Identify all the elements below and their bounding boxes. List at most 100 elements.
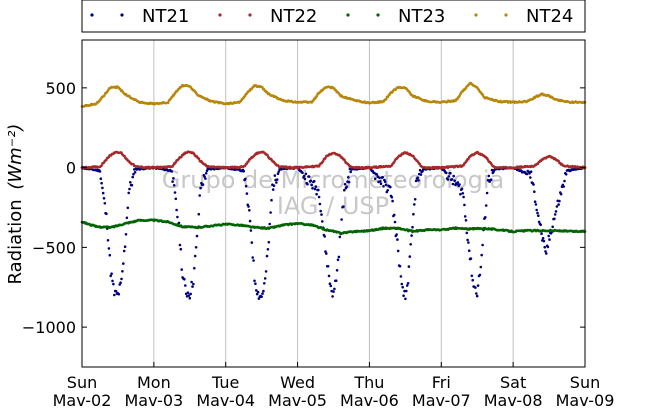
point-NT21-205 (251, 256, 254, 259)
point-NT21-108 (170, 170, 174, 173)
point-NT21-554 (542, 239, 546, 243)
point-NT21-472 (475, 292, 478, 295)
point-NT21-228 (271, 188, 275, 191)
point-NT21-436 (445, 171, 448, 175)
point-NT21-301 (332, 290, 335, 293)
point-NT21-366 (386, 189, 390, 192)
point-NT21-56 (128, 187, 131, 191)
point-NT21-308 (338, 235, 342, 239)
point-NT21-369 (388, 185, 392, 189)
point-NT21-59 (130, 183, 134, 187)
point-NT21-211 (256, 290, 260, 294)
point-NT21-379 (396, 249, 400, 253)
point-NT21-204 (250, 241, 254, 244)
point-NT21-298 (329, 284, 333, 288)
y-axis-label-text: Radiation (5, 199, 26, 284)
point-NT22-24 (100, 164, 103, 167)
point-NT21-218 (263, 282, 266, 285)
point-NT21-284 (317, 195, 321, 199)
point-NT21-478 (480, 253, 484, 257)
point-NT21-375 (393, 220, 397, 224)
point-NT21-296 (327, 274, 331, 278)
point-NT21-202 (248, 219, 252, 223)
x-tick-label-day-0: Sun (67, 373, 97, 392)
point-NT21-210 (255, 292, 259, 296)
point-NT21-281 (315, 192, 318, 196)
point-NT21-224 (268, 222, 272, 226)
point-NT21-305 (335, 269, 339, 272)
point-NT21-390 (406, 282, 410, 285)
point-NT21-63 (133, 171, 137, 174)
x-axis: SunMav-02MonMav-03TueMav-04WedMav-05ThuM… (53, 362, 614, 409)
point-NT21-283 (317, 188, 320, 192)
point-NT21-118 (178, 243, 182, 247)
point-NT21-377 (395, 233, 398, 236)
point-NT21-536 (528, 172, 531, 175)
legend-marker-NT21-b (120, 13, 124, 17)
point-NT21-119 (179, 247, 183, 251)
point-NT21-533 (525, 172, 529, 176)
point-NT21-455 (460, 187, 464, 191)
point-NT21-466 (469, 257, 473, 260)
point-NT21-399 (414, 179, 418, 183)
point-NT21-578 (562, 185, 565, 188)
point-NT21-479 (481, 243, 484, 247)
series-NT23 (80, 218, 587, 235)
legend-box (81, 0, 586, 33)
point-NT21-30 (105, 212, 108, 216)
point-NT21-115 (176, 215, 179, 219)
watermark: Grupo de Micrometeorologia IAG / USP (162, 166, 504, 220)
series-NT24 (80, 81, 587, 108)
point-NT21-225 (269, 211, 272, 214)
point-NT21-374 (392, 213, 396, 217)
point-NT21-272 (307, 175, 311, 178)
point-NT21-550 (539, 223, 542, 227)
legend-label-NT23: NT23 (398, 6, 445, 27)
point-NT21-456 (461, 192, 465, 195)
point-NT21-551 (540, 232, 543, 236)
x-tick-label-day-7: Sun (570, 373, 600, 392)
point-NT21-471 (474, 286, 477, 289)
point-NT21-235 (277, 170, 281, 173)
legend-marker-NT21-a (90, 13, 94, 17)
point-NT21-140 (198, 194, 201, 197)
point-NT21-363 (383, 180, 387, 183)
point-NT21-48 (121, 270, 124, 273)
point-NT21-206 (252, 259, 255, 262)
point-NT21-124 (184, 284, 187, 287)
legend-label-NT22: NT22 (270, 6, 317, 27)
point-NT21-221 (265, 254, 269, 258)
point-NT21-306 (336, 258, 340, 262)
point-NT21-364 (384, 183, 388, 187)
point-NT21-555 (543, 245, 546, 249)
point-NT21-229 (272, 184, 276, 187)
point-NT21-291 (323, 235, 327, 238)
point-NT21-274 (309, 179, 313, 183)
point-NT21-268 (304, 172, 308, 176)
point-NT21-486 (487, 174, 491, 178)
point-NT21-474 (476, 284, 480, 287)
point-NT21-194 (242, 169, 245, 173)
point-NT21-438 (446, 178, 450, 181)
point-NT21-384 (401, 285, 405, 289)
point-NT21-264 (301, 171, 304, 175)
point-NT21-446 (453, 179, 456, 182)
point-NT21-27 (102, 197, 106, 200)
point-NT21-553 (541, 236, 545, 240)
point-NT21-538 (529, 170, 533, 173)
point-NT21-458 (463, 203, 466, 207)
point-NT21-293 (325, 252, 328, 255)
point-NT21-544 (534, 203, 538, 206)
x-tick-label-day-2: Tue (211, 373, 239, 392)
point-NT21-197 (244, 184, 248, 188)
point-NT21-387 (404, 297, 407, 301)
point-NT21-360 (381, 175, 385, 179)
legend-label-NT24: NT24 (526, 6, 573, 27)
point-NT21-47 (120, 277, 123, 281)
point-NT21-35 (109, 274, 112, 278)
point-NT21-312 (342, 205, 345, 208)
point-NT21-53 (125, 216, 129, 220)
point-NT21-389 (405, 284, 409, 287)
point-NT21-113 (174, 197, 178, 201)
